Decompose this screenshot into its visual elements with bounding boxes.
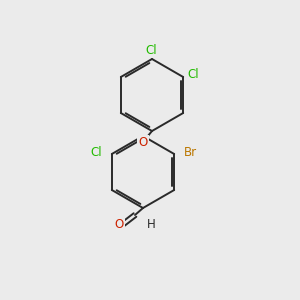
Text: Br: Br: [184, 146, 197, 160]
Text: Cl: Cl: [90, 146, 102, 160]
Text: H: H: [147, 218, 155, 232]
Text: Cl: Cl: [188, 68, 199, 82]
Text: O: O: [138, 136, 148, 148]
Text: Cl: Cl: [145, 44, 157, 56]
Text: O: O: [114, 218, 124, 232]
